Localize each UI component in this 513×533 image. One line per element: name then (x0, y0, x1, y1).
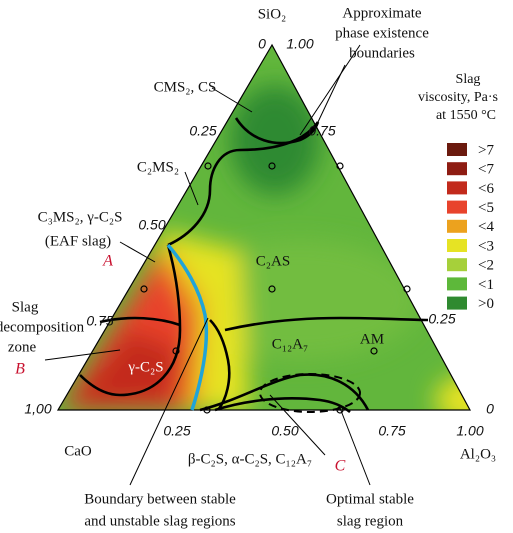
legend-swatch (447, 239, 467, 252)
tick-label: 1.00 (286, 36, 313, 52)
region-label: C₂AS (256, 253, 290, 269)
annotation: and unstable slag regions (84, 513, 235, 529)
legend-swatch (447, 200, 467, 214)
tick-label: 1.00 (456, 423, 483, 439)
legend-swatch (447, 181, 467, 195)
marker-label: A (102, 253, 113, 270)
marker-label: C (335, 458, 346, 475)
annotation: Slag (12, 299, 39, 315)
legend-label: <4 (478, 219, 494, 235)
annotation: boundaries (349, 45, 415, 61)
annotation: Optimal stable (326, 491, 414, 507)
legend-title: at 1550 °C (436, 108, 496, 123)
region-label: C₃MS₂, γ-C₂S (38, 209, 123, 225)
annotation: phase existence (335, 25, 429, 41)
legend-title: Slag (456, 72, 481, 87)
legend-swatch (447, 162, 467, 176)
region-label: C₂MS₂ (137, 159, 179, 175)
tick-label: 0.25 (189, 123, 216, 139)
legend-label: <1 (478, 277, 494, 293)
vertex-label: SiO₂ (258, 6, 287, 22)
annotation: decomposition (0, 319, 85, 335)
marker-label: B (15, 361, 25, 378)
leader-lines (44, 44, 371, 486)
tick-label: 0.25 (428, 311, 455, 327)
legend-swatch (447, 277, 467, 291)
region-label: AM (360, 331, 384, 347)
region-label: γ-C₂S (127, 359, 163, 375)
legend-label: >0 (478, 296, 494, 312)
region-label: C₁₂A₇ (272, 336, 309, 352)
legend-swatch (447, 143, 467, 156)
region-label: β-C₂S, α-C₂S, C₁₂A₇ (188, 451, 312, 467)
tick-label: 0.75 (378, 423, 405, 439)
tick-label: 0.25 (163, 423, 190, 439)
vertex-label: CaO (64, 443, 92, 459)
tick-label: 0.75 (308, 123, 335, 139)
tick-label: 0.50 (138, 217, 165, 233)
legend-label: <6 (478, 181, 494, 197)
legend-label: <5 (478, 200, 494, 216)
annotation: slag region (337, 513, 404, 529)
vertex-label: Al₂O₃ (460, 446, 496, 462)
legend-swatch (447, 296, 467, 310)
phase-boundaries (79, 117, 429, 414)
region-label: CMS₂, CS (154, 79, 217, 95)
annotation: Approximate (342, 5, 421, 21)
tick-label: 0 (486, 401, 494, 417)
legend-swatch (447, 258, 467, 272)
tick-label: 0 (258, 36, 266, 52)
annotation: Boundary between stable (84, 491, 236, 507)
legend-swatch (447, 219, 467, 233)
region-label: (EAF slag) (45, 233, 111, 249)
compositions (140, 162, 411, 414)
legend-label: <2 (478, 258, 494, 274)
tick-label: 1,00 (24, 401, 51, 417)
legend-title: viscosity, Pa·s (418, 90, 498, 105)
legend-label: >7 (478, 142, 494, 158)
legend-label: <7 (478, 162, 494, 178)
tick-label: 0.50 (271, 423, 298, 439)
annotation: zone (8, 339, 37, 355)
legend-label: <3 (478, 238, 494, 254)
tick-label: 0.75 (86, 313, 113, 329)
